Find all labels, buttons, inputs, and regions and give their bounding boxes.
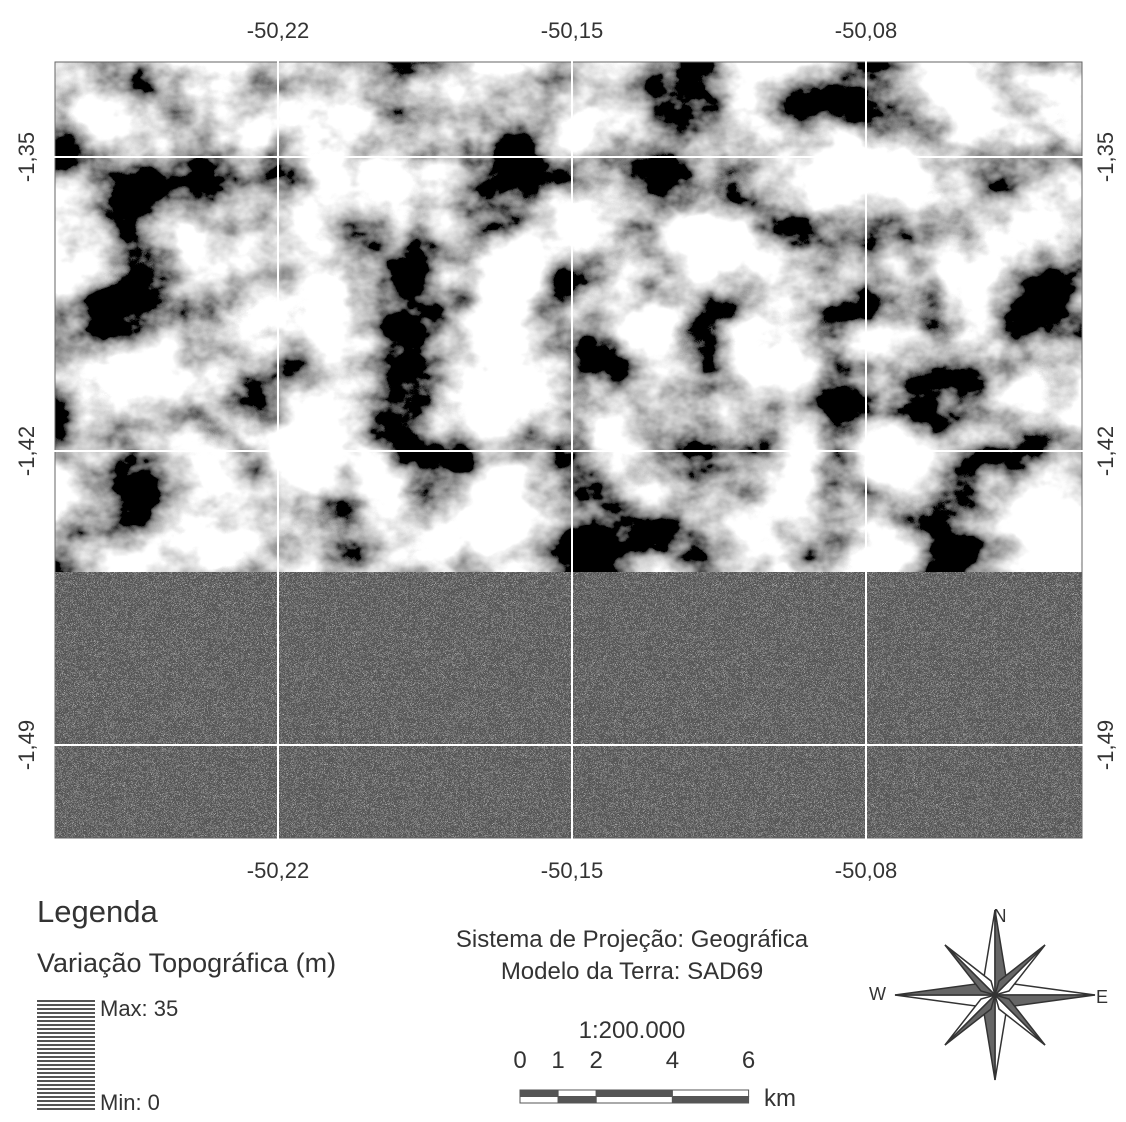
y-label-left: -1,49 — [14, 720, 39, 770]
compass-north: N — [994, 906, 1007, 926]
scale-segment — [672, 1097, 748, 1104]
scale-segment — [596, 1097, 672, 1104]
legend-subtitle: Variação Topográfica (m) — [37, 948, 336, 978]
scale-segment — [558, 1097, 596, 1104]
y-label-right: -1,35 — [1093, 132, 1118, 182]
scale-ratio: 1:200.000 — [579, 1017, 686, 1044]
scale-unit: km — [764, 1085, 796, 1112]
scale-tick-label: 1 — [551, 1047, 564, 1074]
legend-min: Min: 0 — [100, 1090, 160, 1115]
scale-segment — [596, 1090, 672, 1097]
scale-tick-label: 4 — [666, 1047, 679, 1074]
scale-tick-label: 6 — [742, 1047, 755, 1074]
scale-segment — [520, 1097, 558, 1104]
compass-east: E — [1096, 987, 1108, 1007]
y-label-left: -1,42 — [14, 426, 39, 476]
x-label-bottom: -50,08 — [835, 858, 897, 883]
scale-segment — [558, 1090, 596, 1097]
legend-title: Legenda — [37, 894, 158, 929]
x-label-bottom: -50,15 — [541, 858, 603, 883]
x-label-top: -50,22 — [247, 18, 309, 43]
legend-max: Max: 35 — [100, 996, 178, 1021]
y-label-right: -1,42 — [1093, 426, 1118, 476]
x-label-top: -50,08 — [835, 18, 897, 43]
scale-segment — [520, 1090, 558, 1097]
x-label-bottom: -50,22 — [247, 858, 309, 883]
terrain-raster — [55, 62, 1082, 572]
projection-datum: Modelo da Terra: SAD69 — [501, 958, 763, 985]
y-label-right: -1,49 — [1093, 720, 1118, 770]
scale-tick-label: 0 — [513, 1047, 526, 1074]
y-label-left: -1,35 — [14, 132, 39, 182]
noise-raster — [55, 572, 1082, 838]
legend-ramp — [37, 1000, 95, 1112]
compass — [895, 910, 1095, 1080]
x-label-top: -50,15 — [541, 18, 603, 43]
projection-system: Sistema de Projeção: Geográfica — [456, 926, 809, 953]
scale-segment — [672, 1090, 748, 1097]
map-page: -50,22 -50,22 -50,15 -50,15 -50,08 -50,08 -1,3… — [0, 0, 1126, 1117]
compass-west: W — [869, 984, 886, 1004]
scale-tick-label: 2 — [590, 1047, 603, 1074]
